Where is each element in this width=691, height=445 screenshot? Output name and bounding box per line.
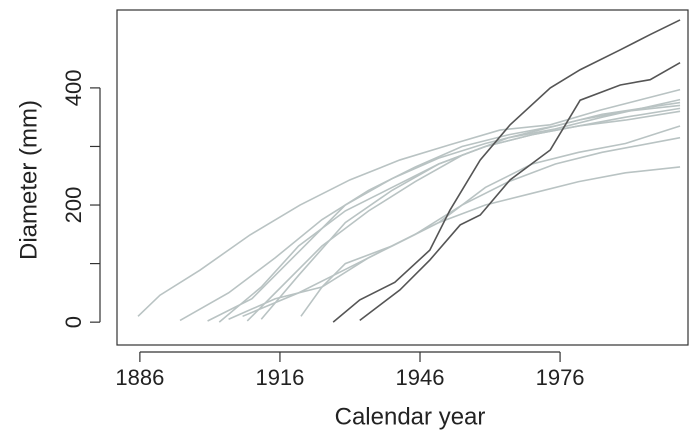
- series-line: [218, 110, 681, 323]
- series-line: [179, 101, 681, 322]
- series-line: [242, 125, 681, 318]
- series-line: [228, 136, 681, 320]
- series-line: [207, 104, 681, 322]
- series-line: [359, 62, 681, 322]
- x-tick-label: 1976: [536, 365, 585, 390]
- series-line: [246, 98, 681, 322]
- y-axis-label: Diameter (mm): [15, 100, 42, 260]
- series-line: [137, 88, 681, 317]
- x-tick-label: 1946: [396, 365, 445, 390]
- series-line: [300, 166, 681, 317]
- x-tick-label: 1916: [255, 365, 304, 390]
- x-tick-label: 1886: [115, 365, 164, 390]
- y-tick-label: 200: [61, 187, 86, 224]
- x-axis-label: Calendar year: [335, 403, 486, 430]
- y-tick-label: 0: [61, 316, 86, 328]
- y-tick-label: 400: [61, 70, 86, 107]
- series-line: [332, 19, 681, 323]
- series-line: [260, 107, 681, 320]
- plot-frame: [116, 9, 689, 346]
